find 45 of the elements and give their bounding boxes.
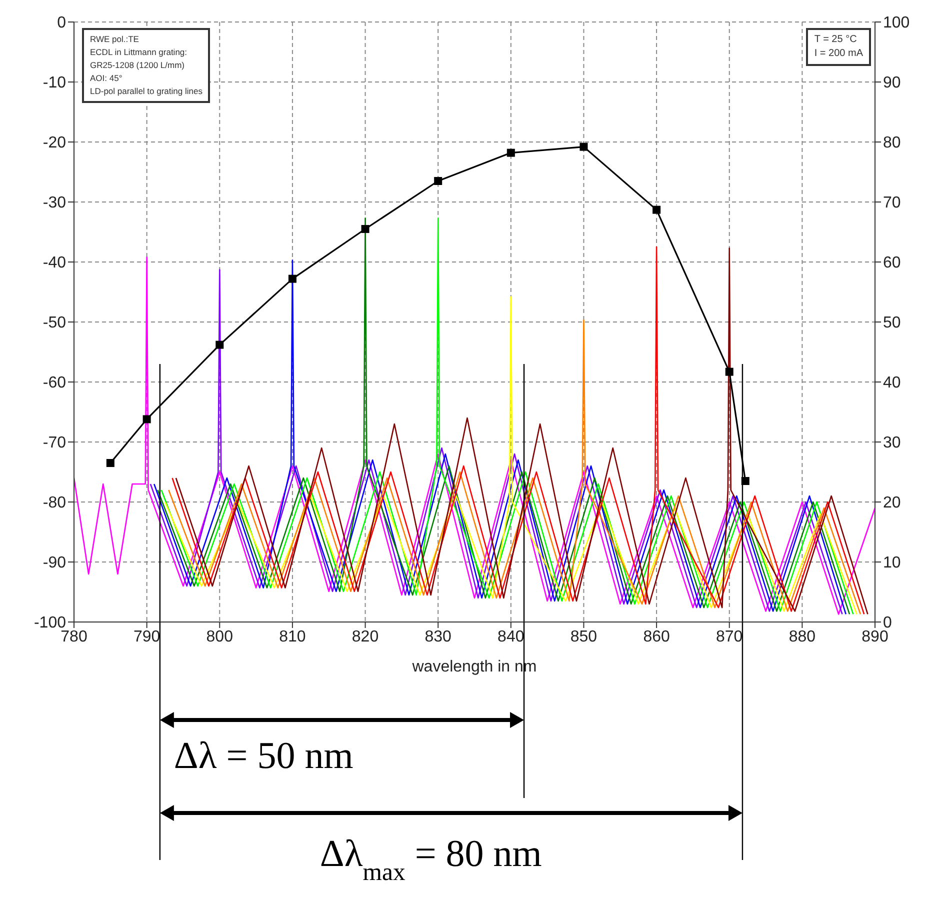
text: Δλ$_{max}$ = 80 nm	[320, 833, 542, 886]
condition-box: T = 25 °C I = 200 mA	[806, 28, 871, 66]
point	[216, 340, 224, 349]
point	[142, 415, 151, 424]
x-tick-label: 820	[352, 628, 379, 646]
point	[506, 148, 515, 157]
y2-tick-label: 50	[883, 314, 901, 332]
x-tick-label: 850	[570, 628, 598, 646]
y2-tick-label: 40	[883, 374, 901, 392]
y2-tick-label: 20	[883, 494, 901, 512]
point	[361, 225, 370, 233]
point	[106, 459, 114, 467]
y-tick-label: 0	[57, 14, 66, 32]
y-tick-label: -40	[42, 254, 66, 272]
y2-tick-label: 100	[883, 14, 910, 32]
y-tick-label: -80	[42, 494, 66, 512]
y-tick-label: -60	[42, 374, 66, 392]
point	[652, 206, 661, 214]
y-tick-label: -70	[42, 434, 66, 452]
y2-tick-label: 80	[883, 134, 901, 152]
x-tick-label: 840	[498, 628, 524, 646]
point	[288, 274, 296, 283]
y-tick-label: -30	[42, 194, 66, 212]
x-tick-label: 830	[424, 628, 452, 646]
x-tick-label: 870	[716, 628, 743, 646]
y-tick-label: -50	[42, 314, 66, 332]
x-tick-label: 790	[133, 628, 160, 646]
y-tick-label: -10	[42, 74, 66, 92]
x-tick-label: 860	[643, 628, 670, 646]
y-tick-label: -90	[42, 554, 66, 572]
y2-tick-label: 30	[883, 434, 901, 452]
text: Δλ = 50 nm	[174, 735, 354, 777]
point	[725, 368, 734, 376]
point	[741, 477, 750, 485]
point	[434, 177, 442, 185]
y2-tick-label: 90	[883, 74, 901, 92]
y-tick-label: -20	[42, 134, 66, 152]
info-box: RWE pol.:TE ECDL in Littmann grating: GR25-1208 (1200 L/mm) AOI: 45° LD-pol parallel to grating lines	[82, 28, 210, 103]
point	[580, 142, 588, 151]
x-tick-label: 810	[279, 628, 306, 646]
y2-tick-label: 10	[883, 554, 901, 572]
x-tick-label: 880	[788, 628, 816, 646]
y2-tick-label: 70	[883, 194, 901, 212]
y2-tick-label: 60	[883, 254, 901, 272]
x-tick-label: 800	[206, 628, 234, 646]
